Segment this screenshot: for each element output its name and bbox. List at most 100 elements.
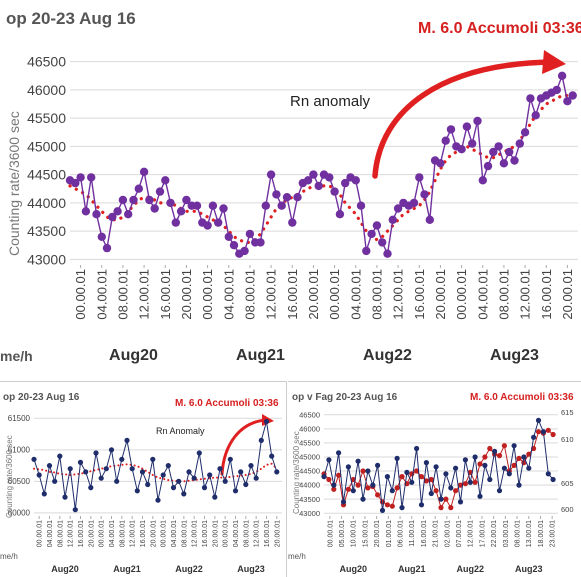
chart-panel-bottom-right: 43000 43500 44000 44500 45000 45500 46000 46500… xyxy=(288,381,581,577)
series-a-point xyxy=(389,503,395,509)
data-point xyxy=(191,475,197,481)
y-tick-label: 43500 xyxy=(299,495,320,504)
data-point xyxy=(309,170,318,179)
data-point xyxy=(83,469,89,475)
event-label: M. 6.0 Accumoli 03:36 xyxy=(418,20,581,37)
series-b-point xyxy=(448,485,454,491)
series-b-point xyxy=(545,471,551,477)
series-b-point xyxy=(540,429,546,435)
x-tick-label: 20.00.01 xyxy=(560,269,575,320)
series-b-point xyxy=(340,499,347,505)
day-label: Aug20 xyxy=(339,564,367,574)
series-a-point xyxy=(516,455,522,461)
data-point xyxy=(31,456,37,462)
x-tick-label: 04.00.01 xyxy=(233,520,240,547)
x-tick-label: 12.00.01 xyxy=(68,520,75,547)
data-point xyxy=(446,125,456,134)
x-tick-label: 12.00.01 xyxy=(130,520,137,547)
y-tick-label: 46500 xyxy=(299,410,320,419)
data-point xyxy=(129,466,135,472)
series-a-point xyxy=(428,476,434,483)
series-b-point xyxy=(428,490,434,497)
chart-panel-bottom-left: 60000 60500 61000 61500 00.00.01 04.00.01 08.0… xyxy=(0,381,287,577)
data-point xyxy=(166,198,175,208)
series-a-point xyxy=(487,445,493,452)
data-point xyxy=(229,241,239,250)
x-tick-label: 08.00.01 xyxy=(369,269,384,320)
x-tick-label: 04.00.01 xyxy=(475,269,490,320)
data-point xyxy=(114,478,120,484)
data-point xyxy=(145,195,154,205)
data-point xyxy=(119,456,125,462)
y-tick-label: 60500 xyxy=(8,477,31,486)
data-point xyxy=(335,210,345,219)
y-tick-label: 45000 xyxy=(299,453,320,462)
series-a-point xyxy=(399,474,405,480)
data-point xyxy=(217,466,223,472)
data-point xyxy=(483,161,493,171)
x-tick-label: 20.00.01 xyxy=(150,520,157,547)
series-b-point xyxy=(433,464,439,470)
y-axis-label: Counting rate/3600 sec xyxy=(5,435,14,518)
chart-title: op 20-23 Aug 16 xyxy=(6,9,136,28)
data-point xyxy=(41,491,47,497)
data-point xyxy=(77,459,84,465)
series-a-point xyxy=(394,485,400,491)
data-point xyxy=(489,147,498,157)
x-tick-label: 16.00.01 xyxy=(158,269,173,320)
x-tick-label: 15.00.01 xyxy=(362,520,369,547)
series-b-point xyxy=(487,476,493,483)
data-point xyxy=(378,238,387,247)
series-b-point xyxy=(535,417,542,423)
series-b-point xyxy=(336,450,342,456)
series-b-point xyxy=(438,496,444,502)
x-tick-label: 03.00.01 xyxy=(503,520,510,547)
data-point xyxy=(462,122,472,131)
x-tick-label: 23.00.01 xyxy=(550,520,557,547)
data-point xyxy=(269,453,275,459)
data-point xyxy=(393,204,403,213)
day-label: Aug20 xyxy=(109,347,158,364)
day-label: Aug22 xyxy=(456,564,484,574)
main-chart-svg: 43000 43500 44000 44500 45000 45500 46000 46500… xyxy=(27,50,578,364)
series-a-point xyxy=(482,454,488,460)
data-point xyxy=(468,139,477,148)
data-point xyxy=(102,243,112,253)
series-b-point xyxy=(443,471,449,477)
y-tick-label: 43000 xyxy=(299,509,320,518)
data-point xyxy=(420,190,429,199)
data-point xyxy=(372,221,382,230)
data-point xyxy=(150,456,156,462)
series-b-point xyxy=(457,499,464,505)
series-b-point xyxy=(321,474,327,480)
data-point xyxy=(150,204,159,213)
data-point xyxy=(207,472,213,478)
data-point xyxy=(145,481,151,488)
x-tick-label: 01.00.01 xyxy=(386,520,393,547)
data-point xyxy=(176,207,186,216)
data-point xyxy=(436,159,445,168)
data-point xyxy=(155,497,161,503)
x-tick-label: 08.00.01 xyxy=(115,269,130,320)
anomaly-label: Rn Anomaly xyxy=(156,426,205,436)
data-point xyxy=(293,193,302,202)
x-tick-label: 00.00.01 xyxy=(327,520,334,547)
x-axis-unit: me/h xyxy=(0,348,33,364)
series-b-line xyxy=(323,418,554,511)
y-tick-label: 61500 xyxy=(8,414,31,423)
series-b-point xyxy=(414,445,420,452)
series-b-point xyxy=(350,488,356,494)
series-a-point xyxy=(550,431,556,438)
series-a-point xyxy=(472,479,478,485)
series-b-point xyxy=(365,468,371,474)
x-tick-label: 20.00.01 xyxy=(179,269,194,320)
data-point xyxy=(409,198,419,208)
x-tick-label: 04.00.01 xyxy=(109,520,116,547)
data-point xyxy=(510,156,519,165)
data-point xyxy=(72,507,78,513)
data-point xyxy=(248,463,254,469)
data-point xyxy=(473,116,482,126)
data-point xyxy=(57,453,63,459)
y-right-tick-label: 605 xyxy=(561,479,574,488)
